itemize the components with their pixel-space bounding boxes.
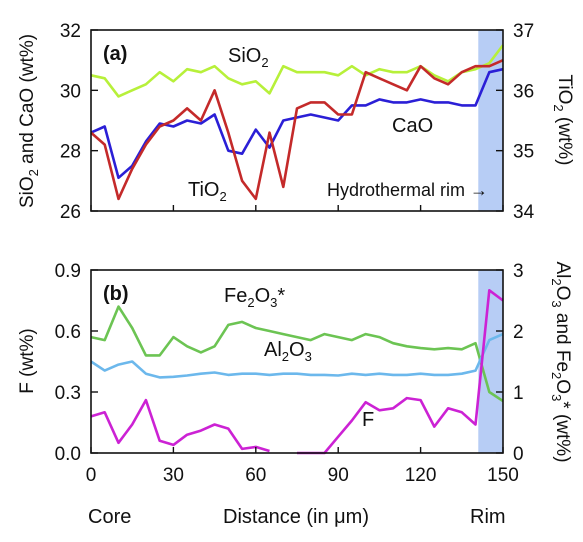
series-label-al2o3: Al2O3 [264, 339, 312, 364]
left-tick-label: 30 [60, 81, 81, 102]
left-tick-label: 32 [60, 21, 81, 42]
x-endpoint-label-core: Core [88, 506, 131, 528]
right-tick-label: 35 [513, 142, 534, 163]
y-axis-label-left-a: SiO2 and CaO (wt%) [17, 34, 41, 208]
right-tick-label: 2 [513, 322, 524, 343]
y-axis-label-right-b: Al2O3 and Fe2O3* (wt%) [549, 261, 573, 462]
plot-frame-1 [90, 269, 504, 454]
x-endpoint-label-rim: Rim [470, 506, 506, 528]
annotation-hydrothermal-rim: Hydrothermal rim → [327, 180, 488, 200]
plot-frame-0 [90, 29, 504, 212]
left-tick-label: 0.3 [55, 383, 81, 404]
right-tick-label: 37 [513, 21, 534, 42]
series-label-tio2: TiO2 [188, 179, 227, 204]
y-axis-label-right-a: TiO2 (wt%) [551, 75, 575, 166]
left-tick-label: 26 [60, 202, 81, 223]
right-tick-label: 36 [513, 81, 534, 102]
x-tick-label: 150 [487, 465, 519, 486]
series-line-tio2 [90, 59, 504, 201]
series-line-f-seg0 [90, 398, 270, 453]
left-tick-label: 0.9 [55, 261, 81, 282]
x-axis-label: Distance (in μm) [223, 506, 369, 528]
panel-label: (b) [103, 283, 129, 305]
x-tick-label: 0 [86, 465, 97, 486]
x-tick-label: 30 [163, 465, 184, 486]
right-tick-label: 34 [513, 202, 535, 223]
right-tick-label: 0 [513, 444, 524, 465]
right-tick-label: 3 [513, 261, 524, 282]
x-tick-label: 90 [328, 465, 349, 486]
x-tick-label: 120 [405, 465, 437, 486]
series-label-sio2: SiO2 [228, 45, 269, 70]
series-label-f: F [362, 409, 374, 431]
series-line-al2o3 [90, 332, 504, 379]
x-tick-label: 60 [245, 465, 266, 486]
series-label-fe2o3: Fe2O3* [224, 285, 285, 310]
series-label-cao: CaO [392, 115, 433, 137]
series-line-fe2o3 [90, 305, 504, 403]
right-tick-label: 1 [513, 383, 524, 404]
left-tick-label: 0.6 [55, 322, 81, 343]
series-line-sio2 [90, 44, 505, 98]
series-line-f-seg1 [297, 288, 504, 455]
left-tick-label: 0.0 [55, 444, 81, 465]
y-axis-label-left-b: F (wt%) [17, 328, 38, 393]
left-tick-label: 28 [60, 142, 81, 163]
series-line-cao [90, 67, 504, 180]
panel-label: (a) [103, 43, 127, 65]
